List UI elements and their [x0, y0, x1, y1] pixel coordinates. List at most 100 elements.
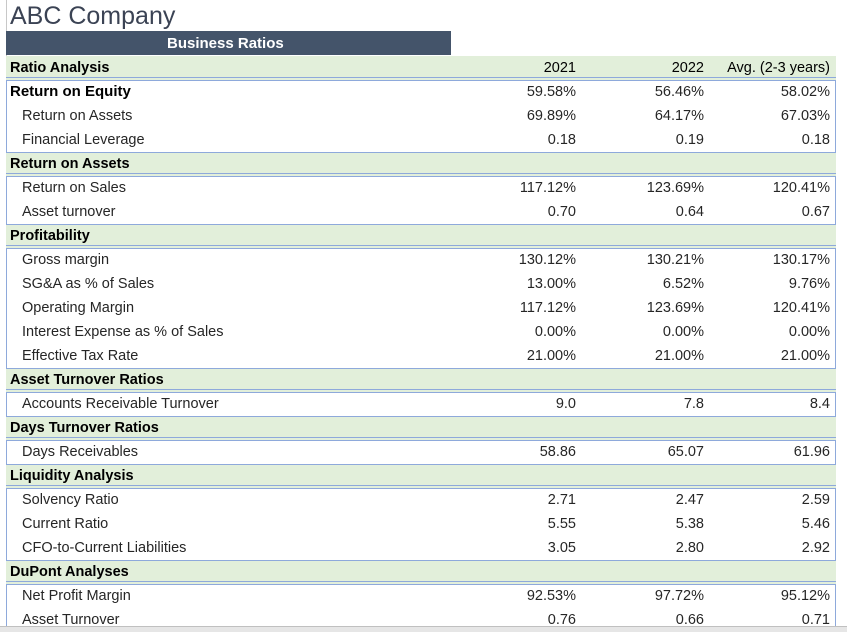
- row-label: Return on Assets: [22, 108, 133, 124]
- cell-value[interactable]: 123.69%: [646, 300, 704, 316]
- header-underline: [6, 173, 836, 174]
- table-row[interactable]: Financial Leverage 0.18 0.19 0.18: [6, 128, 836, 152]
- cell-value[interactable]: 0.76: [547, 612, 576, 628]
- cell-value[interactable]: 56.46%: [654, 84, 704, 100]
- cell-value[interactable]: 7.8: [683, 396, 704, 412]
- table-row[interactable]: CFO-to-Current Liabilities 3.05 2.80 2.92: [6, 536, 836, 560]
- header-underline: [6, 245, 836, 246]
- row-label: Return on Assets: [10, 156, 130, 172]
- cell-value[interactable]: 58.02%: [780, 84, 830, 100]
- cell-value[interactable]: 0.67: [801, 204, 830, 220]
- cell-value[interactable]: 21.00%: [654, 348, 704, 364]
- cell-value[interactable]: 0.18: [547, 132, 576, 148]
- table-row[interactable]: Accounts Receivable Turnover 9.0 7.8 8.4: [6, 392, 836, 416]
- section-header-row[interactable]: Asset Turnover Ratios: [6, 368, 836, 392]
- section-header-row[interactable]: Days Turnover Ratios: [6, 416, 836, 440]
- row-label: Ratio Analysis: [10, 60, 110, 76]
- cell-value[interactable]: Avg. (2-3 years): [727, 60, 830, 76]
- cell-value[interactable]: 0.71: [801, 612, 830, 628]
- table-row[interactable]: Net Profit Margin 92.53% 97.72% 95.12%: [6, 584, 836, 608]
- cell-value[interactable]: 0.00%: [662, 324, 704, 340]
- cell-value[interactable]: 2.92: [801, 540, 830, 556]
- cell-value[interactable]: 0.00%: [788, 324, 830, 340]
- table-row[interactable]: Asset Turnover 0.76 0.66 0.71: [6, 608, 836, 632]
- cell-value[interactable]: 0.18: [801, 132, 830, 148]
- cell-value[interactable]: 5.38: [675, 516, 704, 532]
- cell-value[interactable]: 9.0: [555, 396, 576, 412]
- cell-value[interactable]: 13.00%: [526, 276, 576, 292]
- row-label: Days Receivables: [22, 444, 139, 460]
- table-row[interactable]: SG&A as % of Sales 13.00% 6.52% 9.76%: [6, 272, 836, 296]
- cell-value[interactable]: 61.96: [793, 444, 830, 460]
- cell-value[interactable]: 69.89%: [526, 108, 576, 124]
- header-underline: [6, 77, 836, 78]
- table-row[interactable]: Return on Assets 69.89% 64.17% 67.03%: [6, 104, 836, 128]
- row-label: Asset turnover: [22, 204, 116, 220]
- cell-value[interactable]: 120.41%: [772, 300, 830, 316]
- table-row[interactable]: Gross margin 130.12% 130.21% 130.17%: [6, 248, 836, 272]
- cell-value[interactable]: 0.64: [675, 204, 704, 220]
- row-label: Asset Turnover: [22, 612, 120, 628]
- company-name[interactable]: ABC Company: [10, 2, 176, 30]
- cell-value[interactable]: 120.41%: [772, 180, 830, 196]
- cell-value[interactable]: 130.17%: [772, 252, 830, 268]
- cell-value[interactable]: 2021: [543, 60, 576, 76]
- table-row[interactable]: Days Receivables 58.86 65.07 61.96: [6, 440, 836, 464]
- table-row[interactable]: Operating Margin 117.12% 123.69% 120.41%: [6, 296, 836, 320]
- cell-value[interactable]: 2022: [671, 60, 704, 76]
- table-row[interactable]: Return on Equity 59.58% 56.46% 58.02%: [6, 80, 836, 104]
- row-label: Days Turnover Ratios: [10, 420, 159, 436]
- row-label: Accounts Receivable Turnover: [22, 396, 219, 412]
- cell-value[interactable]: 9.76%: [788, 276, 830, 292]
- row-label: CFO-to-Current Liabilities: [22, 540, 187, 556]
- cell-value[interactable]: 97.72%: [654, 588, 704, 604]
- cell-value[interactable]: 0.19: [675, 132, 704, 148]
- cell-value[interactable]: 92.53%: [526, 588, 576, 604]
- cell-value[interactable]: 5.55: [547, 516, 576, 532]
- row-label: Return on Equity: [10, 83, 131, 100]
- cell-value[interactable]: 3.05: [547, 540, 576, 556]
- section-header-row[interactable]: Ratio Analysis 2021 2022 Avg. (2-3 years): [6, 56, 836, 80]
- cell-value[interactable]: 67.03%: [780, 108, 830, 124]
- table-row[interactable]: Effective Tax Rate 21.00% 21.00% 21.00%: [6, 344, 836, 368]
- cell-value[interactable]: 0.66: [675, 612, 704, 628]
- table-row[interactable]: Solvency Ratio 2.71 2.47 2.59: [6, 488, 836, 512]
- cell-value[interactable]: 6.52%: [662, 276, 704, 292]
- row-label: Gross margin: [22, 252, 110, 268]
- section-header-row[interactable]: Return on Assets: [6, 152, 836, 176]
- cell-value[interactable]: 65.07: [667, 444, 704, 460]
- cell-value[interactable]: 2.47: [675, 492, 704, 508]
- table-row[interactable]: Asset turnover 0.70 0.64 0.67: [6, 200, 836, 224]
- cell-value[interactable]: 64.17%: [654, 108, 704, 124]
- table-row[interactable]: Interest Expense as % of Sales 0.00% 0.00%…: [6, 320, 836, 344]
- section-header-row[interactable]: DuPont Analyses: [6, 560, 836, 584]
- row-label: Current Ratio: [22, 516, 109, 532]
- cell-value[interactable]: 95.12%: [780, 588, 830, 604]
- cell-value[interactable]: 21.00%: [780, 348, 830, 364]
- row-label: Effective Tax Rate: [22, 348, 139, 364]
- sheet-title: Business Ratios: [167, 35, 284, 52]
- cell-value[interactable]: 2.59: [801, 492, 830, 508]
- horizontal-scrollbar[interactable]: [0, 626, 847, 632]
- section-header-row[interactable]: Profitability: [6, 224, 836, 248]
- cell-value[interactable]: 123.69%: [646, 180, 704, 196]
- cell-value[interactable]: 0.70: [547, 204, 576, 220]
- cell-value[interactable]: 2.71: [547, 492, 576, 508]
- cell-value[interactable]: 117.12%: [519, 300, 576, 316]
- row-label: Net Profit Margin: [22, 588, 131, 604]
- cell-value[interactable]: 117.12%: [519, 180, 576, 196]
- cell-value[interactable]: 0.00%: [534, 324, 576, 340]
- cell-value[interactable]: 21.00%: [526, 348, 576, 364]
- cell-value[interactable]: 2.80: [675, 540, 704, 556]
- table-row[interactable]: Current Ratio 5.55 5.38 5.46: [6, 512, 836, 536]
- cell-value[interactable]: 130.21%: [646, 252, 704, 268]
- cell-value[interactable]: 5.46: [801, 516, 830, 532]
- table-row[interactable]: Return on Sales 117.12% 123.69% 120.41%: [6, 176, 836, 200]
- section-header-row[interactable]: Liquidity Analysis: [6, 464, 836, 488]
- cell-value[interactable]: 8.4: [809, 396, 830, 412]
- title-bar[interactable]: [6, 31, 451, 55]
- cell-value[interactable]: 59.58%: [526, 84, 576, 100]
- cell-value[interactable]: 130.12%: [518, 252, 576, 268]
- cell-value[interactable]: 58.86: [539, 444, 576, 460]
- row-label: Asset Turnover Ratios: [10, 372, 164, 388]
